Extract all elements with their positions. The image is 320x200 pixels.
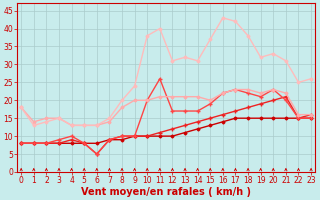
X-axis label: Vent moyen/en rafales ( km/h ): Vent moyen/en rafales ( km/h ) [81,187,251,197]
